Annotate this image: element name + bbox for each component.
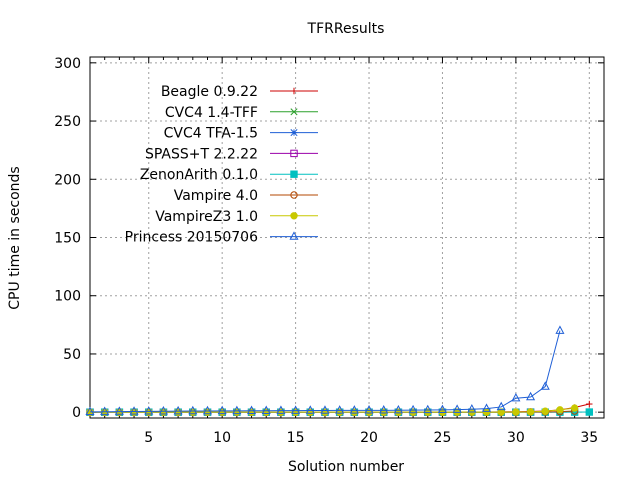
data-point [291,405,301,414]
y-tick-label: 100 [54,289,81,305]
legend-entry: SPASS+T 2.2.22 [145,146,318,162]
legend-label: Vampire 4.0 [174,188,258,204]
grid [90,57,604,418]
data-point [349,405,359,414]
data-point [144,406,154,415]
data-point [586,400,593,408]
data-point [173,405,183,415]
legend-entry: ZenonArith 0.1.0 [140,167,318,183]
data-point [526,408,535,416]
y-tick-label: 50 [63,347,81,363]
data-point [158,405,168,415]
y-tick-label: 150 [54,231,81,247]
series-line [90,407,575,413]
data-point [585,408,594,416]
y-tick-label: 200 [54,172,81,188]
legend-label: SPASS+T 2.2.22 [145,146,258,162]
series-line [89,330,561,413]
y-axis-label: CPU time in seconds [7,166,23,309]
data-point [247,405,257,414]
data-point [556,406,564,414]
data-point [423,404,433,414]
legend-label: Beagle 0.9.22 [161,84,258,100]
data-point [174,408,182,416]
data-point [437,404,447,414]
legend-label: ZenonArith 0.1.0 [140,167,258,183]
x-tick-label: 10 [213,430,231,446]
x-tick-label: 20 [360,430,378,446]
data-point [188,405,198,415]
data-point [526,391,536,401]
series-8 [85,325,565,416]
legend-entry: Beagle 0.9.22 [161,84,318,100]
data-point [85,406,95,416]
data-point [482,408,491,416]
x-tick-label: 30 [507,430,525,446]
data-point [364,405,374,414]
data-point [100,406,110,415]
legend-entry: Vampire 4.0 [174,188,318,204]
y-tick-label: 300 [54,56,81,72]
legend-label: VampireZ3 1.0 [155,209,258,225]
series-layer [85,325,594,416]
y-tick-label: 250 [54,114,81,130]
y-tick-label: 0 [72,405,81,421]
legend-marker [289,231,299,240]
data-point [379,405,389,414]
data-point [570,404,579,412]
data-point [232,405,242,415]
data-point [481,403,492,412]
data-point [496,401,506,411]
data-point [202,405,213,415]
data-point [452,404,462,413]
legend-marker [290,191,298,199]
legend-marker [290,129,298,137]
legend-marker [290,149,298,158]
legend-label: Princess 20150706 [125,230,258,246]
data-point [512,408,520,416]
data-point [541,407,549,415]
legend-marker [290,108,298,116]
data-point [276,405,286,414]
data-point [393,404,403,414]
legend-entry: VampireZ3 1.0 [155,209,318,225]
legend-entry: Princess 20150706 [125,230,318,246]
data-point [320,405,330,414]
data-point [335,405,345,414]
legend-label: CVC4 1.4-TFF [165,105,258,121]
legend-entry: CVC4 1.4-TFF [165,105,318,121]
data-point [114,406,124,415]
chart-title: TFRResults [307,21,385,37]
data-point [555,325,565,334]
legend-label: CVC4 TFA-1.5 [164,126,258,142]
x-axis-label: Solution number [288,459,404,475]
data-point [540,381,550,390]
x-tick-label: 5 [144,430,153,446]
data-point [261,405,271,414]
x-tick-label: 25 [434,430,452,446]
data-point [408,404,418,414]
legend-marker [290,87,298,95]
data-point [467,404,477,413]
axes: 0 50 100 150 200 250 300 5 10 15 20 25 30 35 [54,56,605,446]
data-point [511,392,521,402]
legend-marker [290,212,298,220]
data-point [129,406,139,415]
legend: Beagle 0.9.22 CVC4 1.4-TFF CVC4 TFA-1.5 SPA… [125,84,318,246]
legend-entry: CVC4 TFA-1.5 [164,126,318,142]
data-point [497,408,505,416]
x-tick-label: 15 [287,430,305,446]
x-tick-label: 35 [580,430,598,446]
data-point [217,405,227,415]
data-point [305,405,315,414]
legend-marker [290,170,298,178]
